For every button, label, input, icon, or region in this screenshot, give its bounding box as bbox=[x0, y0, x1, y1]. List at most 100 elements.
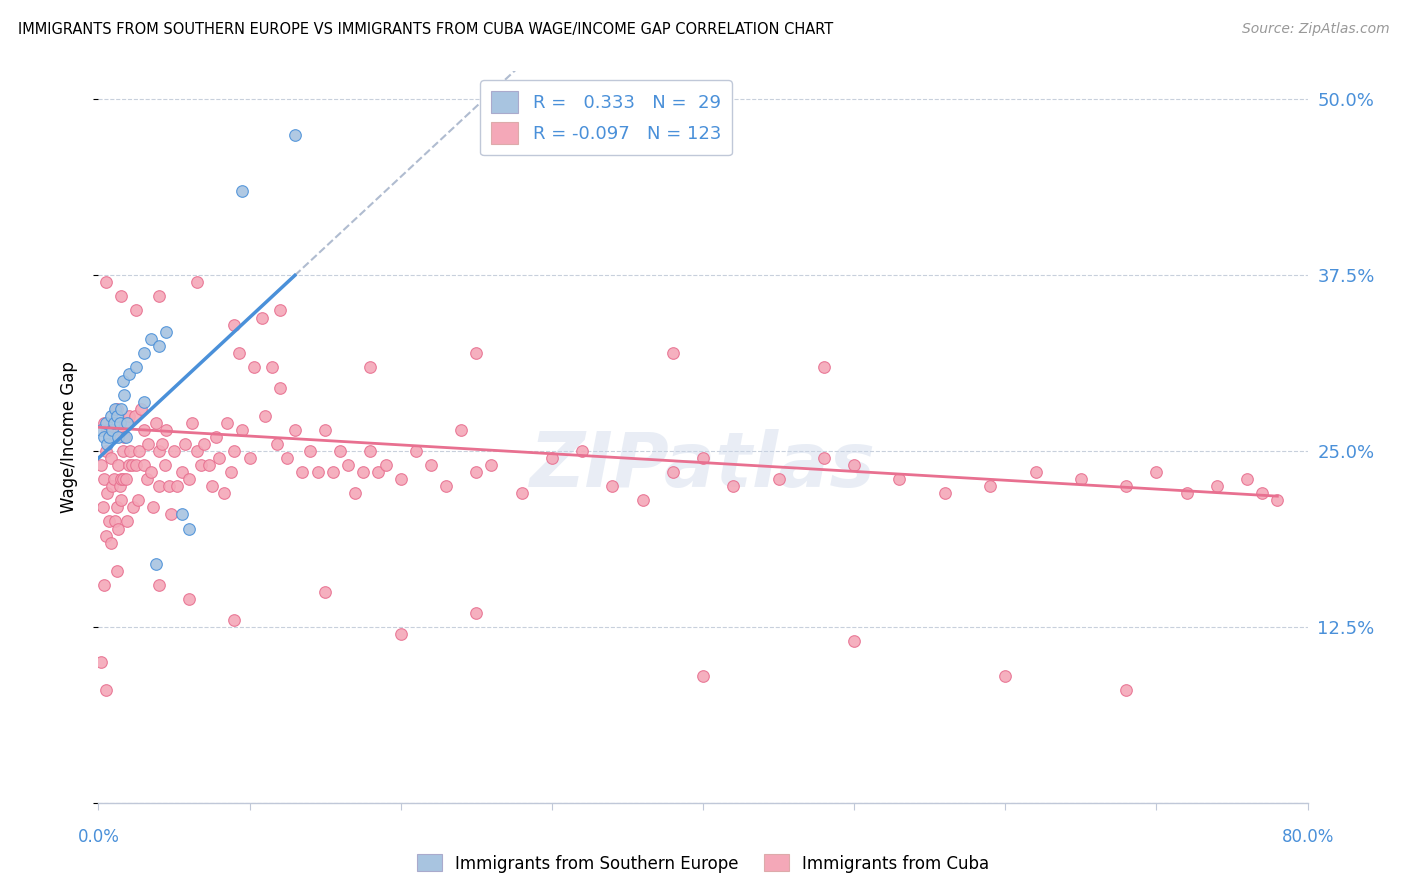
Y-axis label: Wage/Income Gap: Wage/Income Gap bbox=[59, 361, 77, 513]
Point bbox=[160, 508, 183, 522]
Point bbox=[114, 430, 136, 444]
Point bbox=[94, 683, 117, 698]
Point bbox=[844, 634, 866, 648]
Point bbox=[269, 303, 291, 318]
Point bbox=[661, 345, 683, 359]
Point bbox=[170, 465, 193, 479]
Point bbox=[253, 409, 276, 423]
Point bbox=[96, 486, 118, 500]
Point bbox=[231, 423, 253, 437]
Point bbox=[148, 479, 170, 493]
Point bbox=[224, 444, 246, 458]
Point bbox=[111, 444, 134, 458]
Point bbox=[197, 458, 219, 473]
Point bbox=[221, 465, 243, 479]
Point bbox=[110, 401, 132, 416]
Point bbox=[100, 535, 122, 549]
Point bbox=[360, 444, 382, 458]
Point bbox=[571, 444, 593, 458]
Point bbox=[481, 458, 503, 473]
Point bbox=[405, 444, 427, 458]
Point bbox=[934, 486, 956, 500]
Point bbox=[105, 500, 128, 515]
Point bbox=[186, 444, 208, 458]
Point bbox=[93, 578, 115, 592]
Point bbox=[389, 627, 412, 641]
Point bbox=[125, 303, 148, 318]
Point bbox=[269, 381, 291, 395]
Point bbox=[105, 409, 128, 423]
Point bbox=[159, 479, 181, 493]
Point bbox=[128, 444, 150, 458]
Point bbox=[132, 345, 155, 359]
Point bbox=[145, 557, 167, 571]
Point bbox=[224, 318, 246, 332]
Point bbox=[110, 423, 132, 437]
Point bbox=[723, 479, 745, 493]
Point bbox=[889, 472, 911, 486]
Point bbox=[450, 423, 472, 437]
Point bbox=[94, 416, 117, 430]
Point bbox=[179, 521, 201, 535]
Point bbox=[118, 409, 141, 423]
Point bbox=[105, 564, 128, 578]
Point bbox=[420, 458, 443, 473]
Point bbox=[105, 401, 128, 416]
Point bbox=[153, 458, 176, 473]
Point bbox=[205, 430, 228, 444]
Point bbox=[602, 479, 624, 493]
Point bbox=[284, 128, 307, 142]
Point bbox=[120, 444, 142, 458]
Point bbox=[250, 310, 273, 325]
Point bbox=[344, 486, 367, 500]
Point bbox=[112, 430, 135, 444]
Text: IMMIGRANTS FROM SOUTHERN EUROPE VS IMMIGRANTS FROM CUBA WAGE/INCOME GAP CORRELAT: IMMIGRANTS FROM SOUTHERN EUROPE VS IMMIG… bbox=[18, 22, 834, 37]
Point bbox=[212, 486, 235, 500]
Point bbox=[208, 451, 231, 466]
Point bbox=[90, 458, 112, 473]
Point bbox=[108, 416, 131, 430]
Point bbox=[132, 395, 155, 409]
Point bbox=[103, 472, 125, 486]
Point bbox=[322, 465, 344, 479]
Point bbox=[122, 500, 145, 515]
Point bbox=[465, 345, 488, 359]
Point bbox=[107, 430, 129, 444]
Point bbox=[510, 486, 533, 500]
Point bbox=[465, 465, 488, 479]
Point bbox=[631, 493, 654, 508]
Point bbox=[166, 479, 188, 493]
Point bbox=[1236, 472, 1258, 486]
Point bbox=[190, 458, 212, 473]
Point bbox=[1024, 465, 1046, 479]
Point bbox=[94, 276, 117, 290]
Point bbox=[163, 444, 186, 458]
Point bbox=[98, 515, 121, 529]
Point bbox=[132, 458, 155, 473]
Point bbox=[1267, 493, 1289, 508]
Point bbox=[266, 437, 288, 451]
Text: ZIPatlas: ZIPatlas bbox=[530, 429, 876, 503]
Point bbox=[360, 359, 382, 374]
Point bbox=[540, 451, 562, 466]
Point bbox=[170, 508, 193, 522]
Point bbox=[284, 423, 307, 437]
Point bbox=[228, 345, 250, 359]
Point bbox=[125, 359, 148, 374]
Point bbox=[103, 416, 125, 430]
Point bbox=[96, 437, 118, 451]
Point bbox=[1070, 472, 1092, 486]
Point bbox=[125, 458, 148, 473]
Point bbox=[110, 472, 132, 486]
Point bbox=[129, 401, 152, 416]
Point bbox=[201, 479, 224, 493]
Point bbox=[692, 669, 714, 683]
Point bbox=[155, 423, 177, 437]
Point bbox=[307, 465, 329, 479]
Point bbox=[193, 437, 215, 451]
Point bbox=[115, 416, 138, 430]
Point bbox=[141, 332, 163, 346]
Text: Source: ZipAtlas.com: Source: ZipAtlas.com bbox=[1241, 22, 1389, 37]
Point bbox=[110, 493, 132, 508]
Point bbox=[101, 479, 124, 493]
